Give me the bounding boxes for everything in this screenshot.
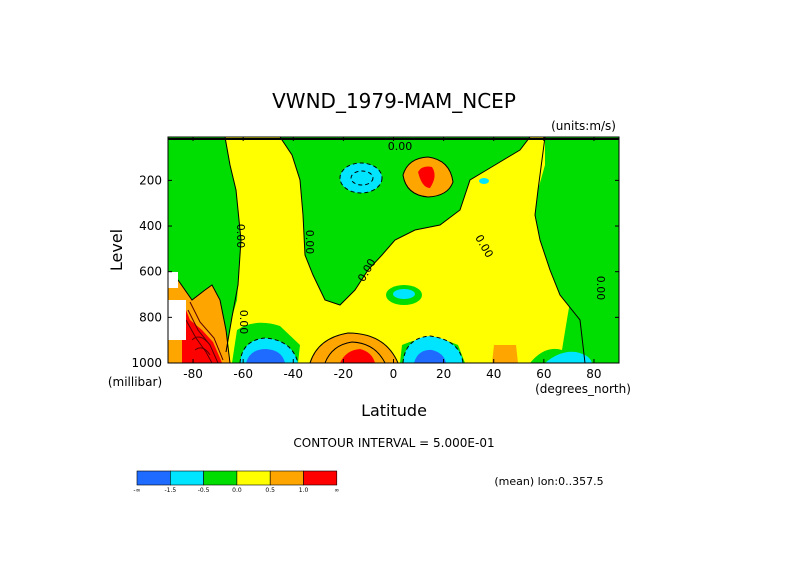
x-tick-label: -80	[183, 367, 203, 381]
contour-label: 0.00	[303, 230, 316, 255]
y-axis-label: Level	[107, 229, 126, 271]
contour-region-orange-3	[492, 345, 518, 363]
x-tick-label: 60	[536, 367, 551, 381]
colorbar: -∞ -1.5 -0.5 0.0 0.5 1.0 ∞	[133, 470, 339, 494]
colorbar-swatch	[203, 470, 238, 486]
y-tick-label: 600	[139, 265, 162, 279]
contour-region-cyan-2	[393, 289, 415, 299]
colorbar-swatch	[303, 470, 338, 486]
contour-label: 0.00	[234, 224, 247, 249]
contour-region-green-3	[535, 137, 619, 363]
contour-region-blue-1	[246, 349, 285, 363]
contour-region-red-4	[340, 349, 375, 363]
x-tick-label: -20	[334, 367, 354, 381]
y-tick-label: 1000	[131, 356, 162, 370]
x-tick-label: 40	[486, 367, 501, 381]
units-label: (units:m/s)	[551, 119, 616, 133]
x-tick-label: 80	[586, 367, 601, 381]
x-tick-label: -60	[233, 367, 253, 381]
colorbar-swatch	[236, 470, 271, 486]
contour-region-cyan-1	[340, 163, 382, 193]
contour-region-orange-2	[310, 333, 398, 363]
colorbar-label: ∞	[334, 487, 339, 494]
missing-data-patch	[168, 272, 178, 288]
contour-field: 0.00 0.00 0.00 0.00 0.00 0.00 0.00	[168, 137, 619, 363]
colorbar-label: -1.5	[164, 487, 176, 494]
contour-lines	[168, 137, 586, 363]
contour-region-red-3	[182, 300, 222, 363]
y-axis-ticks: 1000 800 600 400 200	[131, 173, 619, 370]
contour-line-cyan-1b	[350, 170, 374, 186]
colorbar-swatch	[136, 470, 171, 486]
colorbar-label: -0.5	[198, 487, 210, 494]
colorbar-label: -∞	[133, 487, 140, 494]
contour-label: 0.00	[594, 276, 607, 301]
colorbar-label: 0.5	[265, 487, 275, 494]
contour-line-cyan-1	[339, 162, 383, 194]
x-tick-label: 0	[390, 367, 398, 381]
x-axis-label: Latitude	[361, 401, 427, 420]
missing-data-patch	[168, 300, 186, 340]
colorbar-swatch	[170, 470, 204, 486]
colorbar-label: 1.0	[299, 487, 309, 494]
contour-region-cyan-3	[479, 178, 489, 184]
colorbar-swatch	[269, 470, 304, 486]
contour-region-blue-2	[414, 349, 446, 363]
contour-region-red-1	[418, 166, 435, 188]
x-tick-label: 20	[436, 367, 451, 381]
contour-region-green-6	[530, 275, 619, 363]
contour-interval-text: CONTOUR INTERVAL = 5.000E-01	[293, 436, 494, 450]
contour-region-cyan-6	[545, 351, 592, 363]
x-axis-ticks: -80 -60 -40 -20 0 20 40 60 80	[183, 137, 602, 381]
y-tick-label: 200	[139, 173, 162, 187]
x-tick-label: -40	[283, 367, 303, 381]
y-tick-label: 800	[139, 310, 162, 324]
x-unit-label: (degrees_north)	[535, 382, 631, 396]
colorbar-label: 0.0	[232, 487, 242, 494]
contour-label: 0.00	[237, 310, 250, 335]
mean-text: (mean) lon:0..357.5	[494, 475, 603, 488]
y-unit-label: (millibar)	[108, 375, 162, 389]
chart-title: VWND_1979-MAM_NCEP	[272, 89, 516, 113]
contour-label: 0.00	[388, 140, 413, 153]
contour-lines-dense	[185, 301, 224, 363]
y-tick-label: 400	[139, 219, 162, 233]
